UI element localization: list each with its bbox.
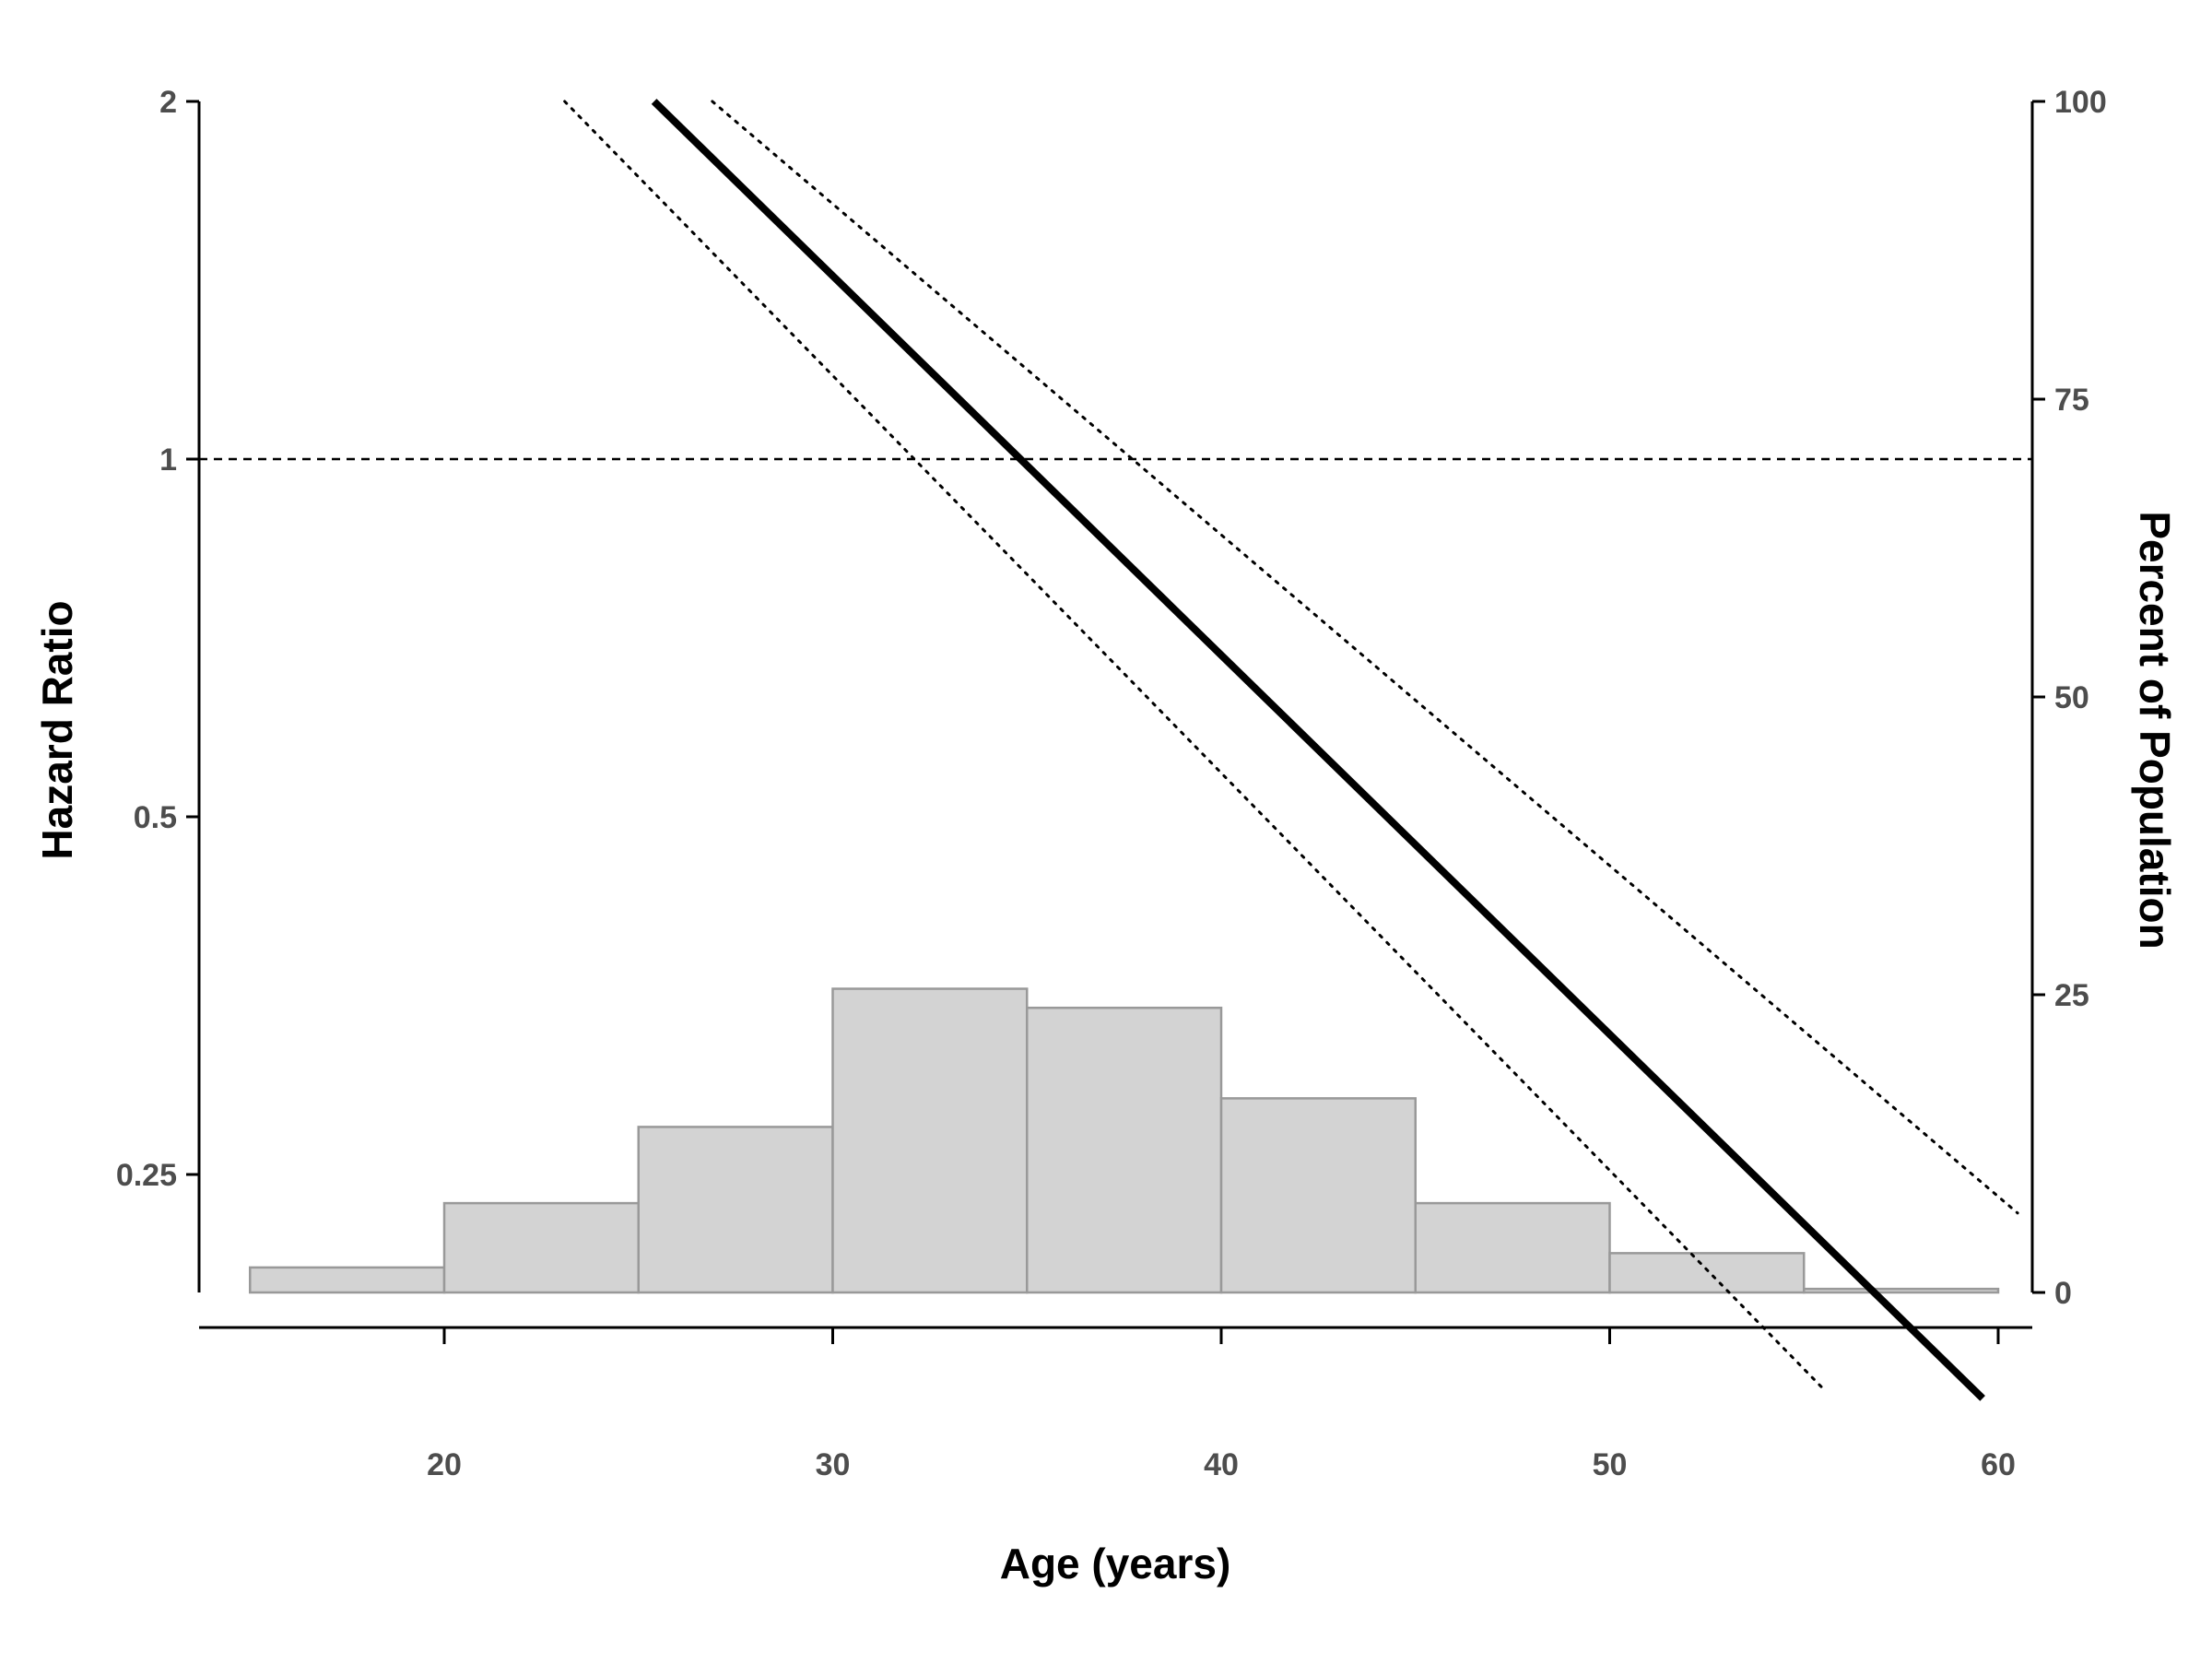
histogram-bar — [1608, 1252, 1806, 1294]
y-axis-title: Hazard Ratio — [33, 600, 81, 859]
confidence-bound-upper-bound — [711, 100, 2019, 1215]
hazard-ratio-line — [651, 99, 1985, 1401]
histogram-bar — [1219, 1097, 1417, 1294]
series-layer — [563, 99, 2019, 1401]
histogram-bar — [1803, 1287, 2000, 1294]
x-tick-label: 50 — [1593, 1447, 1628, 1482]
histogram-bar — [1026, 1006, 1223, 1294]
x-tick-label: 30 — [816, 1447, 851, 1482]
y2-tick-label: 25 — [2054, 978, 2089, 1013]
y-tick-label: 2 — [159, 85, 177, 120]
x-tick-label: 60 — [1981, 1447, 2016, 1482]
x-axis-title: Age (years) — [1000, 1540, 1231, 1587]
y-tick-label: 1 — [159, 443, 177, 478]
histogram-bar — [442, 1201, 640, 1294]
y2-tick-label: 50 — [2054, 680, 2089, 715]
y2-tick-label: 75 — [2054, 383, 2089, 418]
confidence-bound-lower-bound — [563, 100, 1825, 1391]
y2-axis-title: Percent of Population — [2131, 511, 2179, 949]
histogram-bar — [637, 1126, 834, 1294]
y2-tick-label: 100 — [2054, 85, 2107, 120]
histogram-bar — [1414, 1201, 1611, 1294]
x-tick-label: 20 — [427, 1447, 462, 1482]
histogram-bar — [249, 1266, 446, 1294]
histogram-bar — [831, 987, 1029, 1294]
y2-tick-label: 0 — [2054, 1276, 2072, 1311]
x-tick-label: 40 — [1204, 1447, 1239, 1482]
histogram-layer — [249, 987, 2000, 1294]
y-tick-label: 0.25 — [116, 1158, 177, 1193]
y-tick-label: 0.5 — [134, 800, 177, 835]
